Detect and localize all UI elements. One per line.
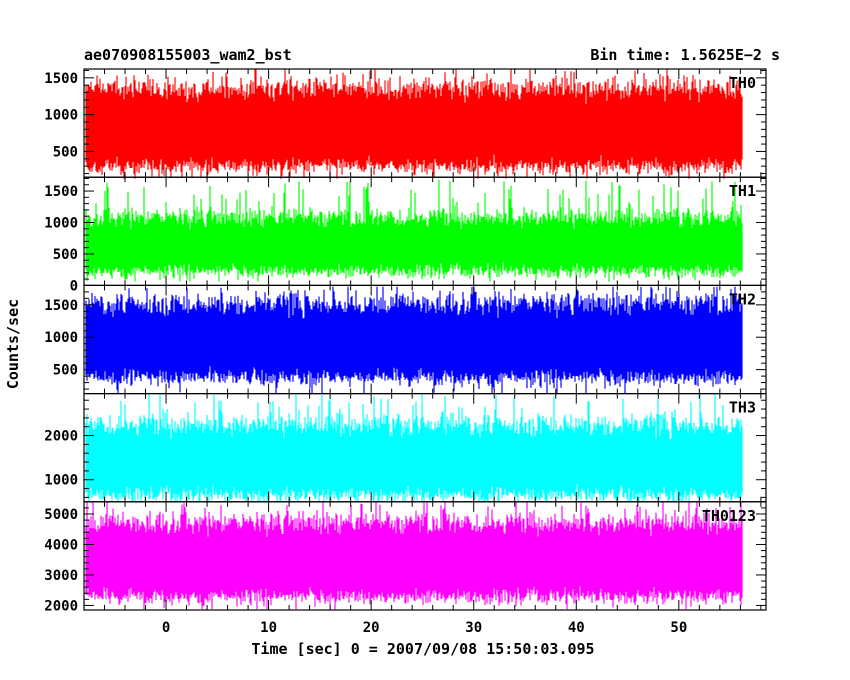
y-tick-label: 3000 [44, 568, 78, 584]
y-tick-label: 1500 [44, 298, 78, 314]
bin-time-label: Bin time: 1.5625E−2 s [590, 46, 780, 64]
y-axis-label: Counts/sec [4, 299, 22, 389]
series-th1 [85, 179, 743, 282]
series-label-th2: TH2 [729, 290, 756, 308]
y-tick-label: 0 [70, 278, 78, 294]
series-th3 [85, 393, 743, 502]
panel-th2: 500 1000 1500 TH2 [44, 284, 767, 395]
y-tick-label: 4000 [44, 537, 78, 553]
x-tick-label: 50 [670, 620, 687, 636]
y-tick-label: 1500 [44, 71, 78, 87]
y-tick-label: 1500 [44, 184, 78, 200]
panel-th0: 500 1000 1500 TH0 [44, 68, 767, 179]
series-label-th0123: TH0123 [702, 507, 756, 525]
series-th0123 [85, 501, 743, 610]
y-tick-label: 1000 [44, 330, 78, 346]
y-tick-label: 500 [53, 363, 78, 379]
chart-title: ae070908155003_wam2_bst [84, 46, 292, 64]
y-tick-label: 2000 [44, 429, 78, 445]
x-tick-label: 10 [260, 620, 277, 636]
x-tick-label: 40 [568, 620, 585, 636]
panel-th0123: 2000 3000 4000 5000 TH0123 [44, 501, 767, 614]
series-label-th1: TH1 [729, 182, 756, 200]
y-tick-label: 2000 [44, 598, 78, 614]
x-axis-label: Time [sec] 0 = 2007/09/08 15:50:03.095 [251, 640, 594, 658]
y-tick-label: 5000 [44, 507, 78, 523]
x-tick-label: 20 [363, 620, 380, 636]
y-tick-label: 1000 [44, 108, 78, 124]
y-tick-label: 500 [53, 247, 78, 263]
x-tick-label: 0 [162, 620, 170, 636]
series-th0 [85, 69, 743, 179]
series-label-th0: TH0 [729, 74, 756, 92]
panel-th3: 1000 2000 TH3 [44, 393, 767, 503]
y-tick-label: 1000 [44, 473, 78, 489]
series-th2 [85, 286, 743, 394]
x-tick-label: 30 [465, 620, 482, 636]
panel-th1: 0 500 1000 1500 TH1 [44, 176, 767, 294]
series-label-th3: TH3 [729, 399, 756, 417]
y-tick-label: 1000 [44, 215, 78, 231]
panel-frame [83, 501, 767, 611]
y-tick-label: 500 [53, 144, 78, 160]
